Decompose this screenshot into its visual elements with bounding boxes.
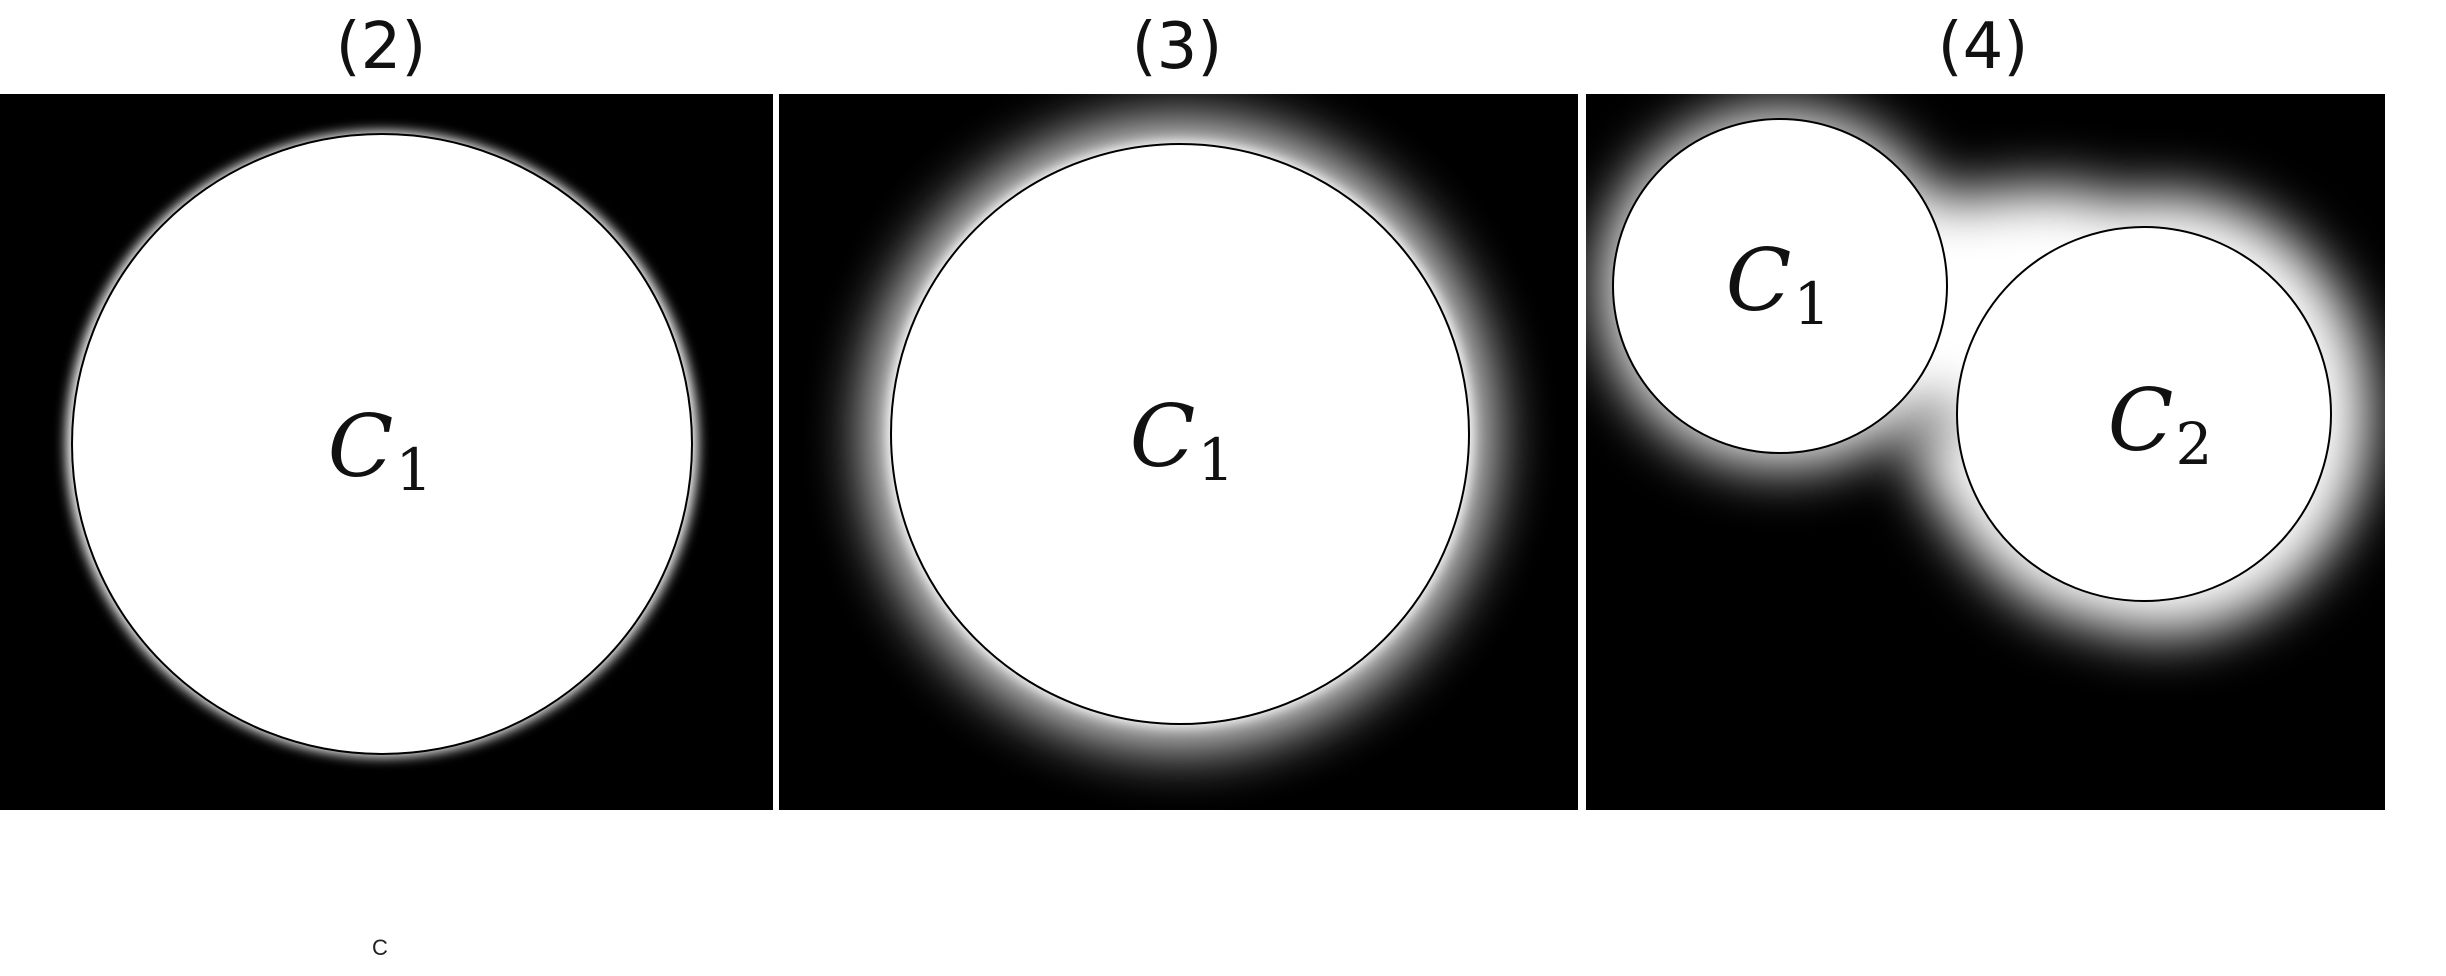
circle-label: C1: [328, 397, 433, 504]
panel-title: (4): [1938, 10, 2029, 84]
footnote: C: [372, 935, 388, 960]
panel-title: (3): [1132, 10, 1223, 84]
circle-c2: [1956, 226, 2332, 602]
circle-c1: [71, 133, 693, 755]
circle-label: C1: [1130, 387, 1235, 494]
circle-label: C2: [2108, 371, 2213, 478]
panel-title: (2): [336, 10, 427, 84]
panel-4: (4) C1 C2: [1586, 10, 2385, 810]
circle-c1: [1612, 118, 1948, 454]
circle-label: C1: [1726, 231, 1831, 338]
panel-3: (3) C1: [779, 10, 1578, 810]
circle-c1: [890, 143, 1470, 725]
panel-2: (2) C1: [0, 10, 773, 810]
